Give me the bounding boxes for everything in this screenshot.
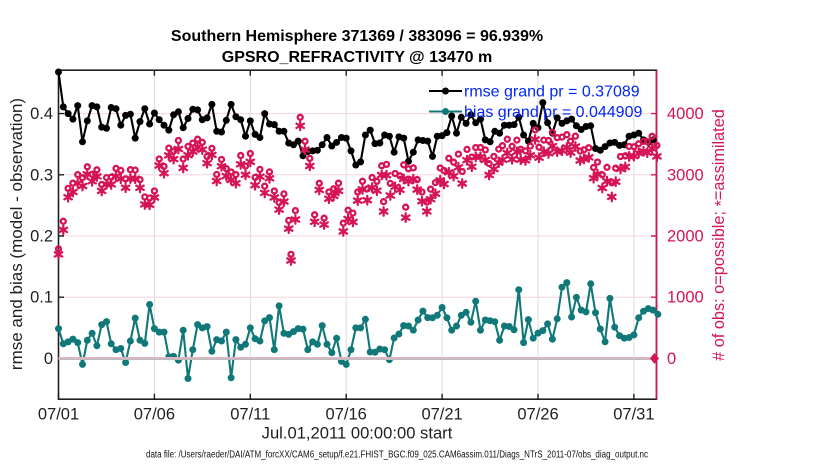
svg-text:GPSRO_REFRACTIVITY @ 13470 m: GPSRO_REFRACTIVITY @ 13470 m xyxy=(222,49,493,66)
svg-text:3000: 3000 xyxy=(667,166,704,184)
svg-text:0: 0 xyxy=(44,350,53,368)
svg-text:07/16: 07/16 xyxy=(326,406,367,424)
svg-text:0.1: 0.1 xyxy=(30,289,53,307)
svg-text:data file: /Users/raeder/DAI/A: data file: /Users/raeder/DAI/ATM_forcXX/… xyxy=(146,450,648,461)
svg-text:bias grand pr = 0.044909: bias grand pr = 0.044909 xyxy=(464,104,642,121)
svg-text:rmse grand pr = 0.37089: rmse grand pr = 0.37089 xyxy=(464,84,640,101)
svg-text:07/21: 07/21 xyxy=(421,406,462,424)
svg-text:4000: 4000 xyxy=(667,105,704,123)
svg-text:1000: 1000 xyxy=(667,289,704,307)
svg-text:0: 0 xyxy=(667,350,676,368)
svg-text:07/31: 07/31 xyxy=(613,406,654,424)
svg-text:Jul.01,2011 00:00:00 start: Jul.01,2011 00:00:00 start xyxy=(262,424,453,443)
svg-text:rmse and bias (model - observa: rmse and bias (model - observation) xyxy=(7,98,26,370)
svg-text:Southern Hemisphere 371369 / 3: Southern Hemisphere 371369 / 383096 = 96… xyxy=(171,28,543,45)
svg-text:0.3: 0.3 xyxy=(30,166,53,184)
svg-text:0.4: 0.4 xyxy=(30,105,53,123)
svg-text:07/26: 07/26 xyxy=(517,406,558,424)
svg-text:07/06: 07/06 xyxy=(134,406,175,424)
svg-text:07/01: 07/01 xyxy=(38,406,79,424)
svg-text:0.2: 0.2 xyxy=(30,228,53,246)
svg-text:07/11: 07/11 xyxy=(230,406,270,424)
svg-text:2000: 2000 xyxy=(667,228,704,246)
svg-text:# of obs: o=possible; *=assimi: # of obs: o=possible; *=assimilated xyxy=(710,109,731,361)
